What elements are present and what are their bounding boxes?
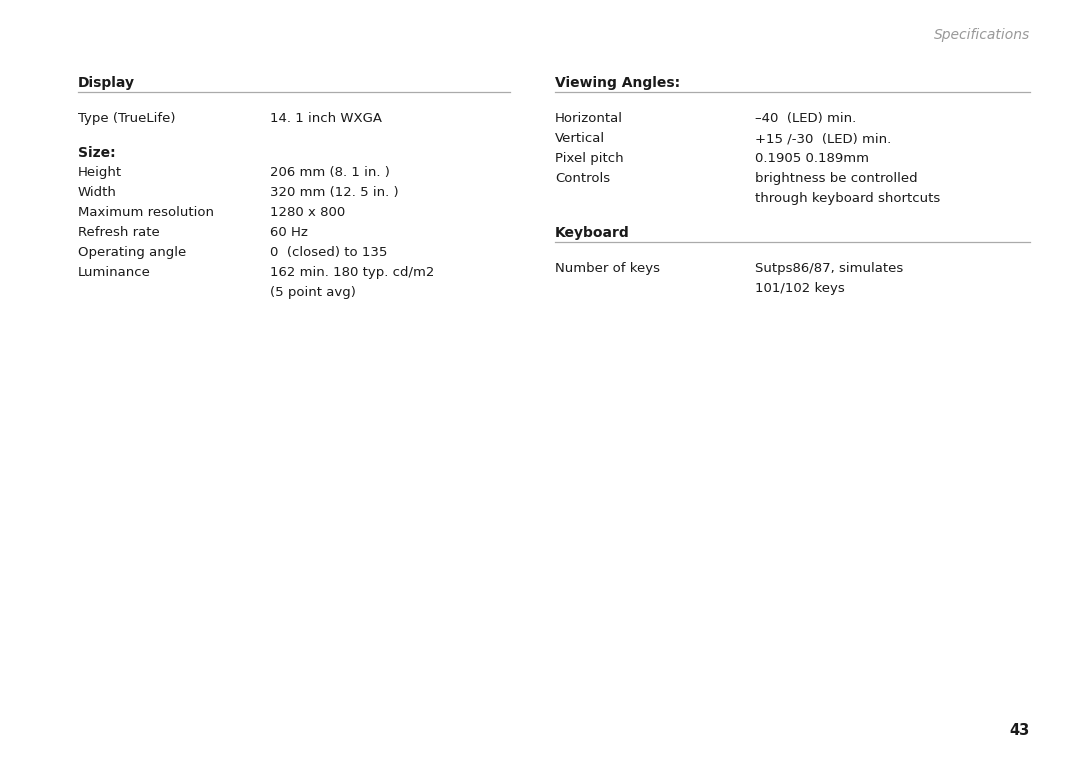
Text: 43: 43: [1010, 723, 1030, 738]
Text: Keyboard: Keyboard: [555, 226, 630, 240]
Text: 60 Hz: 60 Hz: [270, 226, 308, 239]
Text: Type (TrueLife): Type (TrueLife): [78, 112, 175, 125]
Text: Specifications: Specifications: [934, 28, 1030, 42]
Text: 320 mm (12. 5 in. ): 320 mm (12. 5 in. ): [270, 186, 399, 199]
Text: Operating angle: Operating angle: [78, 246, 186, 259]
Text: Maximum resolution: Maximum resolution: [78, 206, 214, 219]
Text: 14. 1 inch WXGA: 14. 1 inch WXGA: [270, 112, 382, 125]
Text: Number of keys: Number of keys: [555, 262, 660, 275]
Text: 1280 x 800: 1280 x 800: [270, 206, 346, 219]
Text: Luminance: Luminance: [78, 266, 151, 279]
Text: Controls: Controls: [555, 172, 610, 185]
Text: Width: Width: [78, 186, 117, 199]
Text: (5 point avg): (5 point avg): [270, 286, 356, 299]
Text: Pixel pitch: Pixel pitch: [555, 152, 623, 165]
Text: Refresh rate: Refresh rate: [78, 226, 160, 239]
Text: 101/102 keys: 101/102 keys: [755, 282, 845, 295]
Text: Vertical: Vertical: [555, 132, 605, 145]
Text: brightness be controlled: brightness be controlled: [755, 172, 918, 185]
Text: –40  (LED) min.: –40 (LED) min.: [755, 112, 856, 125]
Text: Height: Height: [78, 166, 122, 179]
Text: Horizontal: Horizontal: [555, 112, 623, 125]
Text: 162 min. 180 typ. cd/m2: 162 min. 180 typ. cd/m2: [270, 266, 434, 279]
Text: Display: Display: [78, 76, 135, 90]
Text: 206 mm (8. 1 in. ): 206 mm (8. 1 in. ): [270, 166, 390, 179]
Text: +15 /-30  (LED) min.: +15 /-30 (LED) min.: [755, 132, 891, 145]
Text: 0  (closed) to 135: 0 (closed) to 135: [270, 246, 388, 259]
Text: Sutps86/87, simulates: Sutps86/87, simulates: [755, 262, 903, 275]
Text: through keyboard shortcuts: through keyboard shortcuts: [755, 192, 941, 205]
Text: Size:: Size:: [78, 146, 116, 160]
Text: Viewing Angles:: Viewing Angles:: [555, 76, 680, 90]
Text: 0.1905 0.189mm: 0.1905 0.189mm: [755, 152, 869, 165]
